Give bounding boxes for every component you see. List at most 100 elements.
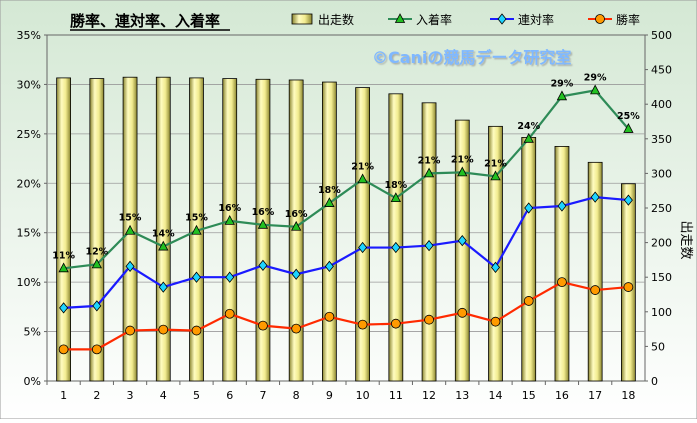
point-marker bbox=[557, 277, 567, 288]
point-marker bbox=[358, 241, 368, 254]
point-marker bbox=[523, 132, 534, 143]
x-tick-label: 18 bbox=[621, 389, 635, 402]
x-tick-label: 5 bbox=[193, 389, 200, 402]
y-left-tick-label: 10% bbox=[17, 276, 41, 289]
chart-title: 勝率、連対率、入着率 bbox=[70, 12, 220, 30]
data-label: 11% bbox=[52, 250, 75, 261]
x-tick-label: 1 bbox=[60, 389, 67, 402]
point-marker bbox=[225, 271, 235, 283]
point-marker bbox=[556, 90, 568, 101]
point-marker bbox=[257, 218, 269, 229]
legend-label: 出走数 bbox=[318, 12, 354, 27]
data-label: 18% bbox=[384, 180, 407, 191]
y-right-tick-label: 0 bbox=[651, 375, 658, 388]
x-tick-label: 12 bbox=[422, 389, 436, 402]
y-left-tick-label: 15% bbox=[17, 227, 41, 240]
data-label: 21% bbox=[351, 161, 374, 172]
point-marker bbox=[490, 261, 501, 273]
series-line bbox=[63, 196, 629, 309]
bar bbox=[587, 161, 603, 382]
legend-label: 勝率 bbox=[616, 12, 640, 27]
point-marker bbox=[557, 200, 567, 212]
data-label: 21% bbox=[451, 154, 474, 165]
bar bbox=[322, 81, 337, 382]
y-left-tick-label: 30% bbox=[17, 78, 41, 91]
point-marker bbox=[424, 314, 434, 325]
point-marker bbox=[590, 191, 600, 203]
point-marker bbox=[490, 170, 501, 181]
point-marker bbox=[423, 167, 435, 178]
legend-marker bbox=[394, 13, 406, 23]
point-marker bbox=[291, 220, 302, 231]
x-tick-label: 10 bbox=[356, 389, 370, 402]
point-marker bbox=[125, 325, 135, 336]
data-label: 16% bbox=[285, 209, 308, 220]
point-marker bbox=[623, 282, 634, 292]
legend-marker bbox=[497, 13, 507, 25]
bar bbox=[521, 137, 537, 382]
data-labels: 11% 12% 15% 14% 15% 16% 16% 16% 18% 21% 18% 21% 21% 2… bbox=[52, 72, 640, 261]
point-marker bbox=[457, 166, 468, 177]
x-tick-label: 17 bbox=[588, 389, 602, 402]
point-marker bbox=[224, 308, 235, 319]
bar bbox=[155, 76, 171, 382]
y-left-tick-label: 20% bbox=[17, 177, 41, 190]
data-label: 16% bbox=[218, 203, 241, 214]
bar bbox=[89, 78, 105, 382]
y-right-tick-label: 150 bbox=[651, 271, 672, 284]
point-marker bbox=[424, 239, 434, 252]
data-label: 24% bbox=[517, 121, 540, 132]
legend: 出走数 入着率 連対率 勝率 bbox=[291, 12, 640, 27]
data-label: 21% bbox=[418, 155, 441, 166]
x-tick-label: 14 bbox=[489, 389, 503, 402]
point-marker bbox=[125, 260, 135, 272]
x-tick-label: 15 bbox=[522, 389, 536, 402]
point-marker bbox=[457, 307, 468, 318]
x-tick-label: 11 bbox=[389, 389, 403, 402]
x-tick-label: 4 bbox=[160, 389, 167, 402]
point-marker bbox=[324, 197, 335, 207]
y-right-tick-label: 500 bbox=[651, 29, 672, 42]
data-label: 21% bbox=[484, 158, 507, 169]
x-tick-label: 6 bbox=[226, 389, 233, 402]
right-axis-label: 出走数 bbox=[678, 220, 693, 259]
x-tick-label: 7 bbox=[259, 389, 266, 402]
bar bbox=[554, 146, 570, 382]
point-marker bbox=[158, 240, 169, 251]
point-marker bbox=[291, 323, 302, 334]
x-tick-label: 8 bbox=[293, 389, 300, 402]
point-marker bbox=[191, 271, 202, 283]
data-label: 15% bbox=[119, 213, 142, 224]
legend-marker bbox=[595, 14, 605, 24]
y-right-tick-label: 400 bbox=[651, 98, 672, 111]
point-marker bbox=[224, 214, 235, 225]
point-marker bbox=[457, 234, 467, 247]
grid-lines bbox=[47, 84, 645, 332]
point-marker bbox=[124, 224, 136, 235]
data-label: 12% bbox=[85, 246, 108, 257]
y-right-tick-label: 350 bbox=[651, 133, 672, 146]
point-marker bbox=[324, 260, 334, 272]
point-marker bbox=[357, 319, 368, 330]
point-marker bbox=[490, 316, 501, 327]
point-marker bbox=[191, 224, 202, 235]
legend-label: 入着率 bbox=[416, 12, 452, 27]
point-marker bbox=[158, 281, 168, 293]
point-marker bbox=[391, 241, 401, 254]
series-line bbox=[63, 280, 629, 351]
point-marker bbox=[158, 324, 169, 335]
y-left-tick-label: 25% bbox=[17, 128, 41, 141]
point-marker bbox=[623, 194, 633, 206]
series-line bbox=[63, 89, 630, 270]
point-marker bbox=[58, 344, 69, 355]
bar bbox=[388, 93, 404, 382]
point-marker bbox=[91, 344, 102, 355]
line-series-group bbox=[58, 84, 634, 355]
x-tick-label: 3 bbox=[127, 389, 134, 402]
bar bbox=[255, 78, 271, 382]
point-marker bbox=[324, 311, 335, 322]
data-label: 29% bbox=[551, 78, 574, 89]
data-label: 16% bbox=[252, 207, 275, 218]
